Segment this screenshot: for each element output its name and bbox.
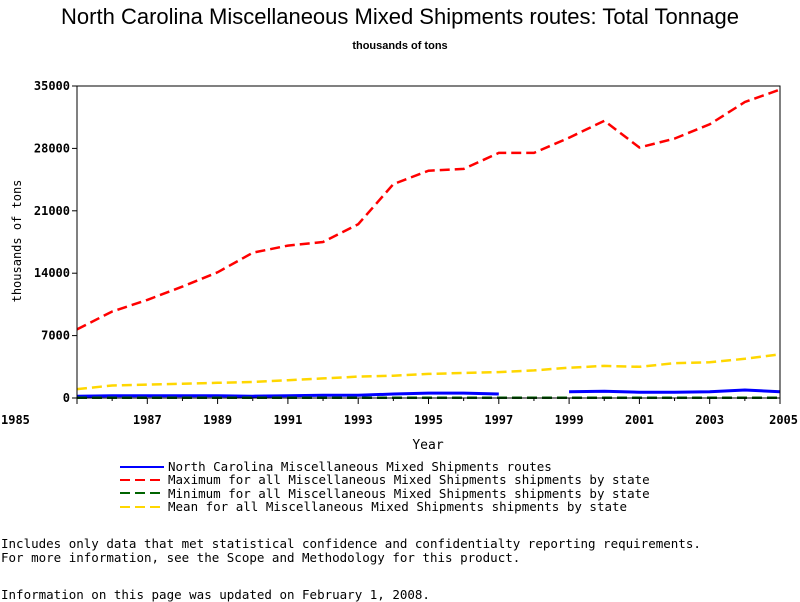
legend-swatch bbox=[120, 465, 164, 468]
legend-swatch bbox=[120, 505, 164, 508]
plot-frame bbox=[76, 85, 781, 399]
footnotes: Includes only data that met statistical … bbox=[1, 537, 701, 564]
series-line-1 bbox=[76, 88, 781, 331]
x-tick-label: 1989 bbox=[203, 413, 232, 427]
x-tick-label: 2001 bbox=[625, 413, 654, 427]
chart-title: North Carolina Miscellaneous Mixed Shipm… bbox=[61, 4, 739, 29]
y-axis-label: thousands of tons bbox=[10, 180, 24, 303]
y-tick-label: 28000 bbox=[34, 141, 70, 155]
series-line-0 bbox=[76, 388, 781, 398]
x-tick-label: 1991 bbox=[273, 413, 302, 427]
legend-label: Mean for all Miscellaneous Mixed Shipmen… bbox=[168, 498, 628, 514]
series-path bbox=[76, 88, 781, 331]
x-axis-label: Year bbox=[412, 438, 443, 453]
y-tick-label: 21000 bbox=[34, 204, 70, 218]
x-tick-label: 1997 bbox=[484, 413, 513, 427]
legend: North Carolina Miscellaneous Mixed Shipm… bbox=[120, 460, 650, 513]
x-tick-label: 1995 bbox=[414, 413, 443, 427]
footnote-line-1: Includes only data that met statistical … bbox=[1, 536, 701, 551]
legend-item: Mean for all Miscellaneous Mixed Shipmen… bbox=[120, 500, 650, 513]
legend-swatch bbox=[120, 478, 164, 481]
legend-item: North Carolina Miscellaneous Mixed Shipm… bbox=[120, 460, 650, 473]
footnote-line-2: For more information, see the Scope and … bbox=[1, 549, 521, 565]
series-path bbox=[76, 391, 499, 398]
legend-item: Minimum for all Miscellaneous Mixed Ship… bbox=[120, 485, 650, 501]
x-tick-label: 1999 bbox=[555, 413, 584, 427]
x-tick-label: 2005 bbox=[769, 413, 798, 427]
series-path bbox=[569, 388, 781, 394]
legend-item: Maximum for all Miscellaneous Mixed Ship… bbox=[120, 472, 650, 488]
x-tick-label: 1993 bbox=[344, 413, 373, 427]
y-tick-label: 0 bbox=[63, 391, 70, 405]
y-tick-label: 14000 bbox=[34, 266, 70, 280]
series-path bbox=[76, 353, 781, 391]
y-tick-label: 35000 bbox=[34, 79, 70, 93]
series-line-3 bbox=[76, 353, 781, 391]
legend-label: Maximum for all Miscellaneous Mixed Ship… bbox=[168, 472, 650, 488]
chart-subtitle: thousands of tons bbox=[352, 40, 448, 52]
y-tick-label: 7000 bbox=[41, 329, 70, 343]
x-tick-label: 1985 bbox=[1, 413, 30, 427]
legend-swatch bbox=[120, 492, 164, 495]
line-chart: 0 7000 14000 21000 28000 35000 1985 1987 1989 199… bbox=[1, 79, 798, 453]
legend-label: Minimum for all Miscellaneous Mixed Ship… bbox=[168, 485, 650, 501]
updated-note: Information on this page was updated on … bbox=[1, 587, 430, 602]
x-tick-label: 2003 bbox=[695, 413, 724, 427]
x-tick-label: 1987 bbox=[133, 413, 162, 427]
legend-label: North Carolina Miscellaneous Mixed Shipm… bbox=[168, 459, 552, 474]
